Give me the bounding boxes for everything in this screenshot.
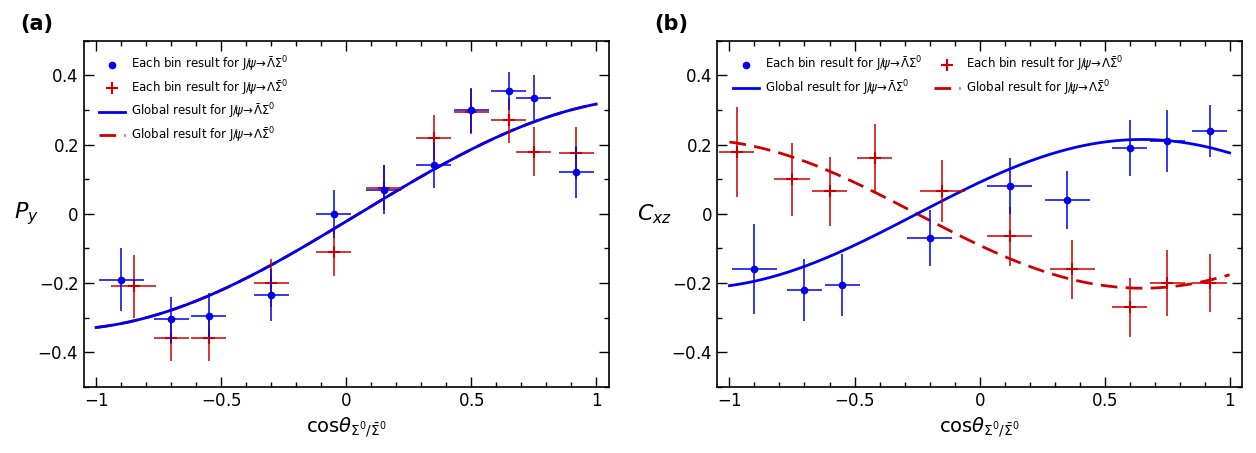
Y-axis label: $P_y$: $P_y$ xyxy=(14,200,39,227)
X-axis label: $\mathrm{cos}\theta_{\Sigma^0/\bar{\Sigma}^0}$: $\mathrm{cos}\theta_{\Sigma^0/\bar{\Sigm… xyxy=(939,415,1020,439)
Legend: Each bin result for J/$\!\psi$$\!\rightarrow\!\bar{\Lambda}\Sigma^0$, Each bin r: Each bin result for J/$\!\psi$$\!\righta… xyxy=(94,50,294,149)
X-axis label: $\mathrm{cos}\theta_{\Sigma^0/\bar{\Sigma}^0}$: $\mathrm{cos}\theta_{\Sigma^0/\bar{\Sigm… xyxy=(305,415,387,439)
Text: (a): (a) xyxy=(20,14,54,34)
Y-axis label: $C_{xz}$: $C_{xz}$ xyxy=(637,202,672,226)
Text: (b): (b) xyxy=(654,14,688,34)
Legend: Each bin result for J/$\!\psi$$\!\rightarrow\!\bar{\Lambda}\Sigma^0$, Global res: Each bin result for J/$\!\psi$$\!\righta… xyxy=(728,50,1128,102)
